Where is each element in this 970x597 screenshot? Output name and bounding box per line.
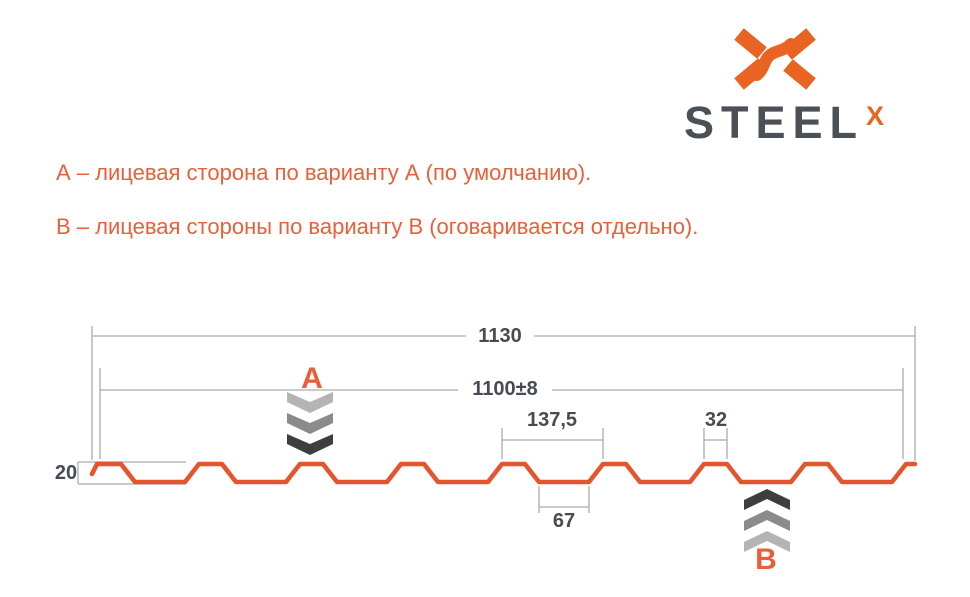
logo-wordmark: STEEL (684, 97, 865, 148)
dim-line-working-width (99, 368, 904, 459)
dim-line-rib-bottom (538, 486, 590, 513)
logo-arm-bottom-right (783, 59, 816, 90)
logo-center-link (751, 38, 797, 81)
dim-line-rib-pitch (501, 428, 604, 459)
variant-b-chevrons-icon (744, 489, 790, 552)
variant-a-chevrons-icon (287, 392, 333, 455)
variant-b-label: B (755, 543, 777, 576)
dim-line-overall-width (91, 326, 916, 461)
dim-line-rib-top (703, 428, 728, 459)
dim-rib-top-width: 32 (704, 409, 728, 431)
note-variant-b: В – лицевая стороны по варианту В (огова… (56, 214, 699, 239)
logo-wordmark-x: X (866, 101, 885, 131)
dim-profile-height: 20 (54, 462, 78, 484)
dim-working-width: 1100±8 (472, 378, 538, 400)
variant-a-label: А (301, 362, 323, 395)
logo-arm-top-left (734, 28, 767, 59)
dim-rib-pitch: 137,5 (526, 409, 578, 431)
dim-overall-width: 1130 (478, 325, 522, 347)
steelx-logo-icon (734, 28, 816, 90)
profile-outline (89, 461, 918, 485)
dim-rib-bottom-width: 67 (552, 510, 576, 532)
note-variant-a: А – лицевая сторона по варианту А (по ум… (56, 160, 592, 185)
